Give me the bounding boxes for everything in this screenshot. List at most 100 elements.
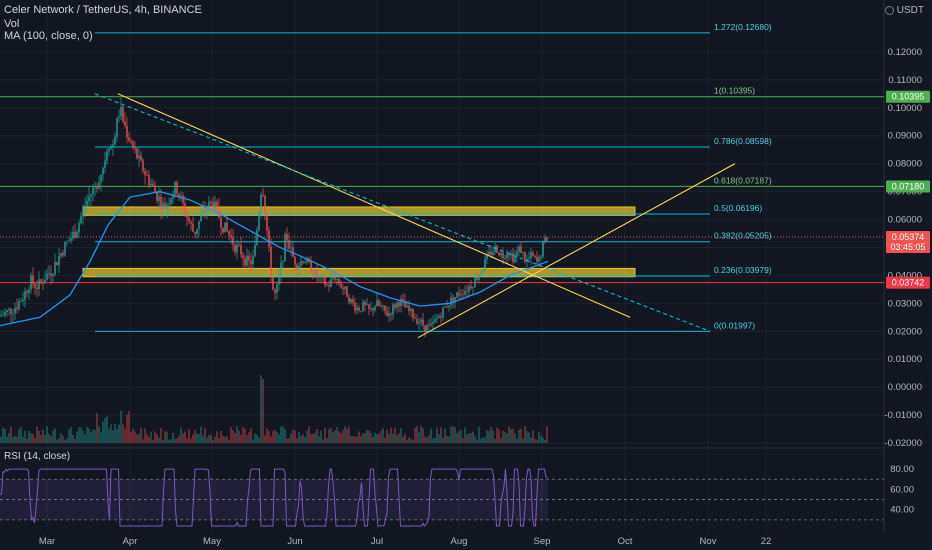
candle-body	[184, 203, 186, 215]
candle-body	[546, 237, 548, 242]
candle-body	[382, 305, 384, 307]
candle-body	[362, 302, 364, 312]
volume-bar	[110, 424, 112, 443]
volume-bar	[318, 436, 320, 443]
candle-body	[380, 305, 382, 307]
candle-body	[272, 277, 274, 290]
candle-body	[94, 185, 96, 188]
rsi-legend[interactable]: RSI (14, close)	[4, 451, 71, 462]
candle-body	[180, 195, 182, 197]
volume-bar	[486, 430, 488, 443]
candle-body	[406, 305, 408, 308]
candle-body	[240, 244, 242, 255]
candle-body	[464, 290, 466, 295]
volume-bar	[396, 435, 398, 443]
candle-body	[322, 275, 324, 278]
candle-body	[384, 305, 386, 311]
volume-bar	[226, 436, 228, 443]
volume-bar	[478, 426, 480, 443]
candle-body	[528, 257, 530, 260]
candle-body	[252, 256, 254, 265]
candle-body	[182, 195, 184, 204]
candle-body	[378, 300, 380, 306]
candle-body	[268, 230, 270, 247]
volume-bar	[214, 436, 216, 443]
candle-body	[482, 269, 484, 272]
candle-body	[162, 203, 164, 210]
candle-body	[64, 242, 66, 256]
volume-bar	[10, 426, 12, 443]
candle-body	[58, 256, 60, 266]
candle-body	[520, 246, 522, 253]
volume-bar	[218, 438, 220, 443]
volume-bar	[26, 438, 28, 443]
candle-body	[428, 324, 430, 326]
volume-bar	[508, 426, 510, 443]
candle-body	[150, 183, 152, 186]
volume-bar	[74, 439, 76, 443]
candle-body	[514, 256, 516, 262]
candle-body	[314, 269, 316, 275]
candle-body	[62, 253, 64, 256]
ma-legend[interactable]: MA (100, close, 0)	[4, 30, 93, 42]
candle-body	[530, 252, 532, 258]
volume-bar	[406, 439, 408, 443]
fib-level-label: 0.236(0.03979)	[714, 265, 772, 275]
candle-body	[84, 206, 86, 209]
symbol-title[interactable]: Celer Network / TetherUS, 4h, BINANCE	[4, 4, 202, 16]
candle-body	[128, 137, 130, 142]
volume-bar	[104, 417, 106, 443]
candle-body	[376, 300, 378, 307]
volume-bar	[360, 436, 362, 443]
candle-body	[76, 232, 78, 238]
volume-bar	[332, 432, 334, 443]
volume-bar	[312, 433, 314, 443]
volume-bar	[314, 432, 316, 443]
candle-body	[346, 286, 348, 298]
volume-bar	[208, 435, 210, 443]
volume-bar	[538, 431, 540, 443]
candle-body	[538, 257, 540, 262]
volume-bar	[232, 430, 234, 443]
volume-bar	[504, 431, 506, 443]
candle-body	[278, 276, 280, 285]
volume-bar	[60, 433, 62, 443]
candle-body	[70, 238, 72, 241]
candle-body	[46, 273, 48, 280]
volume-bar	[528, 432, 530, 443]
candle-body	[458, 292, 460, 296]
dashed-trendline	[94, 93, 711, 332]
candle-body	[356, 307, 358, 311]
volume-bar	[190, 438, 192, 443]
candle-body	[518, 246, 520, 252]
candle-body	[444, 306, 446, 308]
candle-body	[44, 279, 46, 284]
volume-bar	[544, 439, 546, 443]
candle-body	[28, 289, 30, 293]
volume-bar	[454, 427, 456, 443]
candle-body	[440, 316, 442, 318]
volume-bar	[408, 437, 410, 443]
volume-bar	[326, 438, 328, 443]
candle-body	[178, 193, 180, 197]
volume-bar	[62, 435, 64, 443]
volume-bar	[134, 431, 136, 443]
volume-bar	[342, 429, 344, 443]
volume-bar	[256, 434, 258, 443]
volume-bar	[292, 429, 294, 443]
currency-label[interactable]: USDT	[884, 5, 924, 16]
candle-body	[134, 146, 136, 149]
settings-icon[interactable]	[884, 5, 894, 15]
volume-bar	[470, 433, 472, 443]
volume-bar	[490, 426, 492, 443]
volume-bar	[8, 433, 10, 443]
volume-legend[interactable]: Vol	[4, 18, 20, 30]
candle-body	[72, 231, 74, 239]
volume-bar	[260, 375, 262, 443]
volume-bars	[0, 375, 548, 443]
candle-body	[460, 294, 462, 296]
volume-bar	[112, 430, 114, 443]
candle-body	[354, 303, 356, 311]
volume-bar	[98, 426, 100, 443]
